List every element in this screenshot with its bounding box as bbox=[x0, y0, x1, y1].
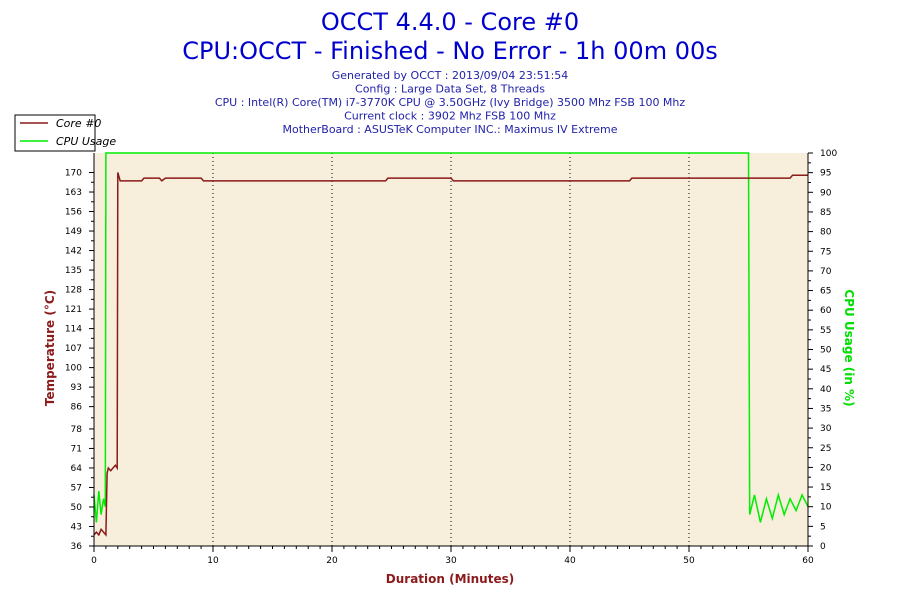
x-axis-title: Duration (Minutes) bbox=[386, 572, 514, 586]
y-left-tick-label: 170 bbox=[65, 169, 82, 179]
y-left-tick-label: 43 bbox=[71, 522, 82, 532]
y-right-tick-label: 70 bbox=[820, 267, 832, 277]
y-right-tick-label: 100 bbox=[820, 149, 837, 159]
y-left-axis-title: Temperature (°C) bbox=[43, 290, 57, 406]
y-right-tick-label: 85 bbox=[820, 208, 831, 218]
y-left-tick-label: 50 bbox=[71, 503, 83, 513]
legend-box bbox=[14, 114, 96, 152]
y-left-tick-label: 142 bbox=[65, 247, 82, 257]
grid bbox=[212, 153, 690, 546]
y-right-tick-label: 65 bbox=[820, 287, 831, 297]
info-line: Generated by OCCT : 2013/09/04 23:51:54 bbox=[332, 69, 569, 82]
y-right-tick-label: 50 bbox=[820, 346, 832, 356]
y-left-tick-label: 64 bbox=[71, 464, 83, 474]
y-right-tick-label: 80 bbox=[820, 228, 832, 238]
x-tick-label: 20 bbox=[326, 556, 338, 566]
y-left-tick-label: 163 bbox=[65, 188, 82, 198]
y-right-tick-label: 5 bbox=[820, 522, 826, 532]
x-tick-label: 50 bbox=[683, 556, 695, 566]
y-right-axis-title: CPU Usage (in %) bbox=[842, 289, 856, 406]
x-tick-label: 0 bbox=[91, 556, 97, 566]
y-left-tick-label: 156 bbox=[65, 208, 82, 218]
y-left-tick-label: 78 bbox=[71, 425, 83, 435]
y-right-tick-label: 45 bbox=[820, 365, 831, 375]
y-left-tick-label: 107 bbox=[65, 344, 82, 354]
y-left-tick-label: 128 bbox=[65, 286, 82, 296]
chart-title: OCCT 4.4.0 - Core #0 bbox=[321, 8, 579, 36]
y-right-tick-label: 15 bbox=[820, 483, 831, 493]
info-line: Current clock : 3902 Mhz FSB 100 Mhz bbox=[344, 110, 556, 123]
y-right-tick-label: 55 bbox=[820, 326, 831, 336]
y-left-tick-label: 135 bbox=[65, 266, 82, 276]
y-left-tick-label: 100 bbox=[65, 364, 82, 374]
x-tick-label: 30 bbox=[445, 556, 457, 566]
y-right-tick-label: 30 bbox=[820, 424, 832, 434]
y-left-tick-label: 71 bbox=[71, 444, 82, 454]
chart-subtitle: CPU:OCCT - Finished - No Error - 1h 00m … bbox=[182, 37, 718, 65]
series-line-cpu-usage bbox=[93, 152, 809, 523]
y-left-tick-label: 121 bbox=[65, 305, 82, 315]
x-axis-ticks: 0 10 20 30 40 50 60 bbox=[91, 546, 814, 566]
info-line: Config : Large Data Set, 8 Threads bbox=[355, 83, 545, 96]
y-left-tick-label: 86 bbox=[71, 403, 83, 413]
y-left-tick-label: 36 bbox=[71, 542, 83, 552]
y-left-tick-label: 114 bbox=[65, 325, 82, 335]
y-right-tick-label: 75 bbox=[820, 247, 831, 257]
y-right-tick-label: 35 bbox=[820, 404, 831, 414]
x-tick-label: 40 bbox=[564, 556, 576, 566]
y-right-tick-label: 0 bbox=[820, 542, 826, 552]
x-tick-label: 60 bbox=[802, 556, 814, 566]
series-line-core0 bbox=[93, 172, 808, 537]
y-right-tick-label: 40 bbox=[820, 385, 832, 395]
info-lines: Generated by OCCT : 2013/09/04 23:51:54C… bbox=[215, 69, 686, 136]
legend-label-cpu-usage: CPU Usage bbox=[56, 135, 116, 148]
x-tick-label: 10 bbox=[207, 556, 219, 566]
y-left-tick-label: 93 bbox=[71, 383, 82, 393]
y-right-tick-label: 95 bbox=[820, 169, 831, 179]
y-right-tick-label: 20 bbox=[820, 463, 832, 473]
y-right-tick-label: 60 bbox=[820, 306, 832, 316]
y-right-tick-label: 25 bbox=[820, 444, 831, 454]
legend: Core #0 CPU Usage bbox=[14, 114, 116, 152]
left-axis-ticks: 36 43 50 57 64 71 78 86 93 100 107 114 121 128 135 142 1… bbox=[65, 169, 94, 552]
right-axis-ticks: 0 5 10 15 20 25 30 35 40 45 50 55 60 65 70 75 80 85 90 95 10… bbox=[808, 149, 837, 552]
y-left-tick-label: 57 bbox=[71, 483, 82, 493]
y-left-tick-label: 149 bbox=[65, 227, 82, 237]
y-right-tick-label: 90 bbox=[820, 188, 832, 198]
y-right-tick-label: 10 bbox=[820, 503, 832, 513]
legend-label-core0: Core #0 bbox=[56, 117, 101, 130]
info-line: CPU : Intel(R) Core(TM) i7-3770K CPU @ 3… bbox=[215, 96, 686, 109]
series-layer bbox=[93, 152, 809, 537]
info-line: MotherBoard : ASUSTeK Computer INC.: Max… bbox=[282, 123, 617, 136]
